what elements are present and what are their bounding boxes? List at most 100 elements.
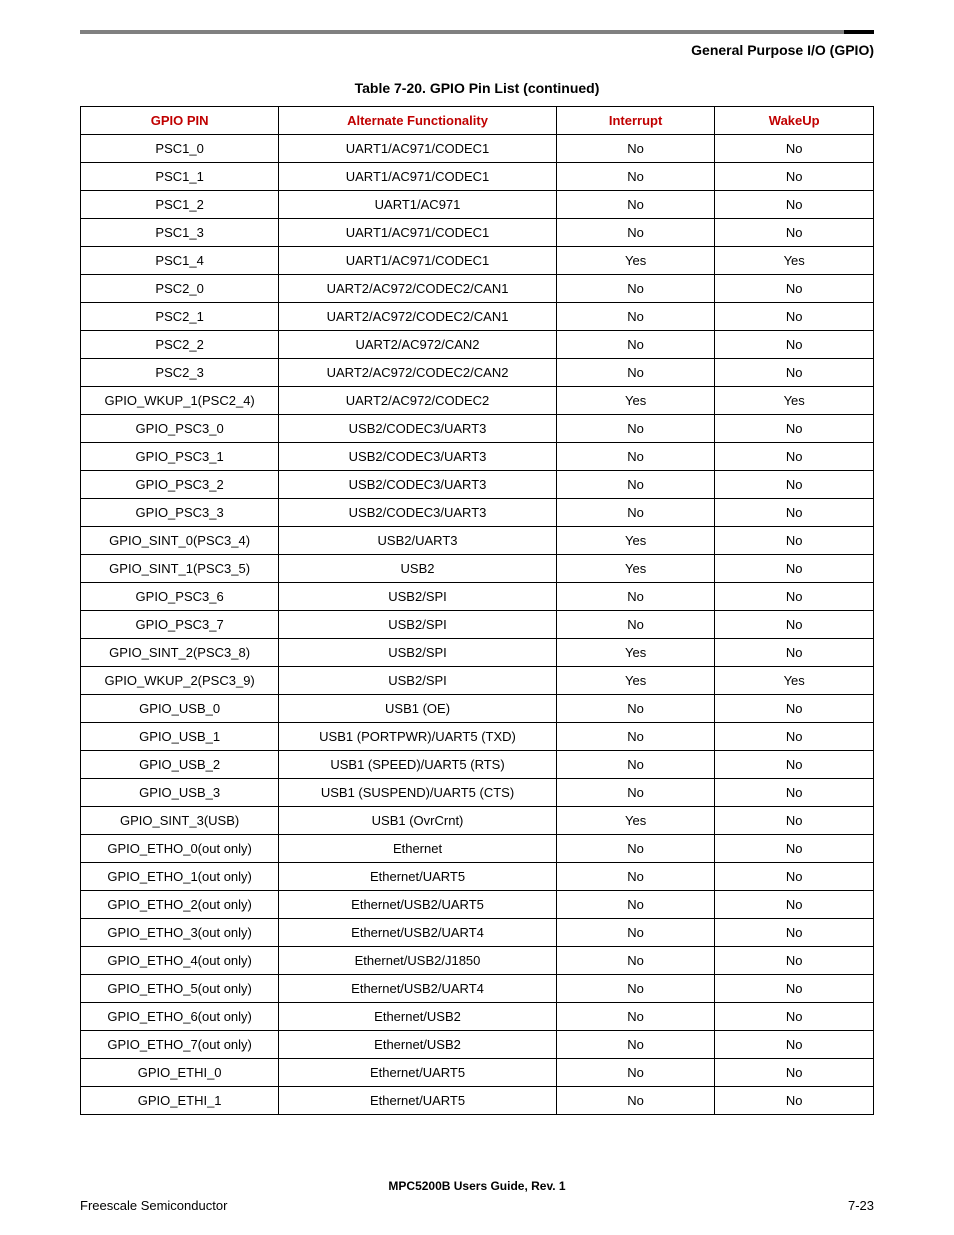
table-cell: No (556, 723, 715, 751)
table-cell: No (715, 359, 874, 387)
table-cell: No (556, 359, 715, 387)
table-cell: GPIO_USB_2 (81, 751, 279, 779)
table-row: GPIO_WKUP_1(PSC2_4)UART2/AC972/CODEC2Yes… (81, 387, 874, 415)
table-cell: No (715, 275, 874, 303)
table-cell: Yes (556, 639, 715, 667)
table-row: GPIO_USB_1USB1 (PORTPWR)/UART5 (TXD)NoNo (81, 723, 874, 751)
table-cell: PSC1_3 (81, 219, 279, 247)
table-row: GPIO_ETHO_2(out only)Ethernet/USB2/UART5… (81, 891, 874, 919)
table-row: GPIO_ETHI_1Ethernet/UART5NoNo (81, 1087, 874, 1115)
table-cell: No (715, 135, 874, 163)
table-cell: Ethernet/USB2 (279, 1031, 557, 1059)
table-cell: Yes (556, 807, 715, 835)
footer-guide-text: MPC5200B Users Guide, Rev. 1 (0, 1179, 954, 1193)
table-cell: No (556, 471, 715, 499)
col-header-wakeup: WakeUp (715, 107, 874, 135)
table-cell: No (556, 415, 715, 443)
table-cell: Yes (556, 527, 715, 555)
table-cell: No (715, 527, 874, 555)
table-cell: No (715, 303, 874, 331)
table-cell: UART2/AC972/CODEC2/CAN1 (279, 275, 557, 303)
table-cell: No (556, 331, 715, 359)
table-cell: No (715, 695, 874, 723)
table-cell: USB1 (PORTPWR)/UART5 (TXD) (279, 723, 557, 751)
table-row: GPIO_USB_0USB1 (OE)NoNo (81, 695, 874, 723)
table-row: GPIO_ETHO_5(out only)Ethernet/USB2/UART4… (81, 975, 874, 1003)
table-caption: Table 7-20. GPIO Pin List (continued) (80, 80, 874, 96)
table-cell: UART2/AC972/CODEC2/CAN1 (279, 303, 557, 331)
table-cell: USB1 (SPEED)/UART5 (RTS) (279, 751, 557, 779)
table-cell: No (556, 1059, 715, 1087)
table-row: PSC1_3UART1/AC971/CODEC1NoNo (81, 219, 874, 247)
table-cell: No (715, 1059, 874, 1087)
table-row: GPIO_PSC3_2USB2/CODEC3/UART3NoNo (81, 471, 874, 499)
table-cell: No (715, 863, 874, 891)
table-row: PSC1_1UART1/AC971/CODEC1NoNo (81, 163, 874, 191)
table-cell: USB1 (OE) (279, 695, 557, 723)
table-cell: GPIO_PSC3_7 (81, 611, 279, 639)
table-cell: Ethernet/UART5 (279, 863, 557, 891)
table-cell: UART2/AC972/CAN2 (279, 331, 557, 359)
table-cell: USB2/SPI (279, 611, 557, 639)
table-cell: Ethernet/USB2/J1850 (279, 947, 557, 975)
table-cell: No (715, 919, 874, 947)
table-cell: No (715, 891, 874, 919)
col-header-gpio-pin: GPIO PIN (81, 107, 279, 135)
table-cell: GPIO_PSC3_3 (81, 499, 279, 527)
table-cell: GPIO_SINT_2(PSC3_8) (81, 639, 279, 667)
table-cell: Yes (556, 387, 715, 415)
table-cell: No (556, 947, 715, 975)
table-row: GPIO_ETHO_0(out only)EthernetNoNo (81, 835, 874, 863)
table-cell: UART1/AC971 (279, 191, 557, 219)
table-cell: GPIO_PSC3_1 (81, 443, 279, 471)
table-row: GPIO_PSC3_7USB2/SPINoNo (81, 611, 874, 639)
table-cell: UART1/AC971/CODEC1 (279, 247, 557, 275)
table-cell: No (715, 583, 874, 611)
table-cell: Ethernet (279, 835, 557, 863)
table-cell: No (556, 891, 715, 919)
table-cell: GPIO_ETHO_6(out only) (81, 1003, 279, 1031)
table-row: GPIO_SINT_0(PSC3_4)USB2/UART3YesNo (81, 527, 874, 555)
table-cell: No (715, 1031, 874, 1059)
table-cell: No (715, 835, 874, 863)
table-cell: GPIO_ETHO_3(out only) (81, 919, 279, 947)
table-cell: No (715, 1087, 874, 1115)
table-cell: No (556, 303, 715, 331)
table-cell: PSC1_4 (81, 247, 279, 275)
table-row: PSC2_3UART2/AC972/CODEC2/CAN2NoNo (81, 359, 874, 387)
table-cell: GPIO_SINT_1(PSC3_5) (81, 555, 279, 583)
table-row: GPIO_ETHO_3(out only)Ethernet/USB2/UART4… (81, 919, 874, 947)
table-row: GPIO_ETHI_0Ethernet/UART5NoNo (81, 1059, 874, 1087)
table-cell: Yes (556, 667, 715, 695)
col-header-interrupt: Interrupt (556, 107, 715, 135)
table-row: PSC2_0UART2/AC972/CODEC2/CAN1NoNo (81, 275, 874, 303)
table-cell: No (556, 443, 715, 471)
table-cell: GPIO_USB_1 (81, 723, 279, 751)
table-cell: GPIO_USB_3 (81, 779, 279, 807)
table-cell: No (556, 1003, 715, 1031)
table-cell: No (556, 975, 715, 1003)
table-cell: UART2/AC972/CODEC2 (279, 387, 557, 415)
table-cell: No (715, 499, 874, 527)
table-cell: UART1/AC971/CODEC1 (279, 135, 557, 163)
table-row: GPIO_SINT_3(USB)USB1 (OvrCrnt)YesNo (81, 807, 874, 835)
table-row: PSC1_2UART1/AC971NoNo (81, 191, 874, 219)
table-cell: PSC1_0 (81, 135, 279, 163)
table-cell: UART1/AC971/CODEC1 (279, 163, 557, 191)
table-cell: No (715, 611, 874, 639)
table-cell: No (715, 779, 874, 807)
table-cell: Yes (715, 247, 874, 275)
table-cell: PSC1_2 (81, 191, 279, 219)
table-cell: No (556, 219, 715, 247)
table-cell: GPIO_WKUP_2(PSC3_9) (81, 667, 279, 695)
table-row: PSC1_4UART1/AC971/CODEC1YesYes (81, 247, 874, 275)
table-row: PSC2_2UART2/AC972/CAN2NoNo (81, 331, 874, 359)
table-cell: No (715, 163, 874, 191)
table-cell: No (715, 555, 874, 583)
table-row: PSC2_1UART2/AC972/CODEC2/CAN1NoNo (81, 303, 874, 331)
table-row: GPIO_ETHO_4(out only)Ethernet/USB2/J1850… (81, 947, 874, 975)
table-row: GPIO_USB_2USB1 (SPEED)/UART5 (RTS)NoNo (81, 751, 874, 779)
table-cell: GPIO_PSC3_2 (81, 471, 279, 499)
table-cell: No (556, 751, 715, 779)
table-cell: GPIO_ETHO_1(out only) (81, 863, 279, 891)
